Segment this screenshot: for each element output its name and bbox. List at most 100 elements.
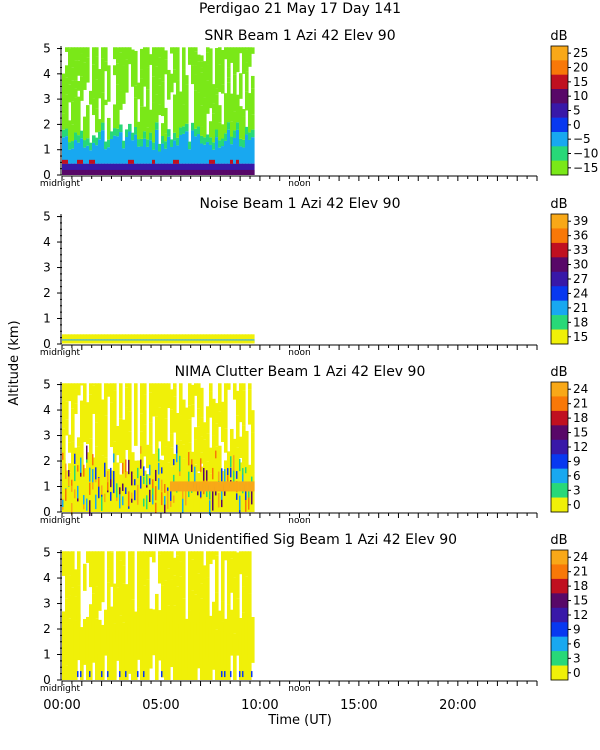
heat-cell <box>244 484 247 501</box>
heat-cell <box>226 129 231 164</box>
heat-cell <box>79 340 84 344</box>
heat-cell <box>166 129 171 137</box>
heat-cell <box>139 146 144 164</box>
panel-title: SNR Beam 1 Azi 42 Elev 90 <box>204 28 395 44</box>
colorbar-swatch <box>551 382 568 397</box>
heat-cell <box>100 624 105 671</box>
heat-cell <box>97 383 102 405</box>
heat-cell <box>82 563 87 591</box>
heat-cell <box>163 163 168 175</box>
heat-cell <box>67 47 72 49</box>
heat-cell <box>76 446 81 471</box>
heat-cell <box>199 105 204 127</box>
heat-cell <box>62 73 66 114</box>
heat-cell <box>106 568 111 583</box>
heat-cell <box>76 47 81 48</box>
colorbar-swatch <box>551 214 568 229</box>
heat-cell <box>148 622 153 669</box>
heat-cell <box>130 132 135 141</box>
heat-cell <box>223 163 228 175</box>
heat-cell <box>181 334 186 340</box>
heat-cell <box>187 47 192 60</box>
heat-cell <box>241 468 244 475</box>
heat-cell <box>208 500 211 516</box>
heat-cell <box>130 556 135 600</box>
heat-cell <box>172 340 177 344</box>
heat-cell <box>130 159 135 164</box>
heat-cell <box>127 131 132 164</box>
heat-cell <box>112 441 117 468</box>
heat-cell <box>214 450 217 459</box>
heat-cell <box>190 130 195 164</box>
heat-cell <box>62 611 66 658</box>
heat-cell <box>193 47 198 52</box>
heat-cell <box>169 163 174 175</box>
heat-cell <box>67 472 72 512</box>
heat-cell <box>94 163 99 175</box>
colorbar-tick-label: 21 <box>573 301 588 315</box>
heat-cell <box>181 69 186 105</box>
colorbar-tick-label: 33 <box>573 243 588 257</box>
colorbar-swatch <box>551 483 568 498</box>
heat-cell <box>109 383 114 403</box>
heat-cell <box>79 169 84 175</box>
heat-cell <box>250 334 255 340</box>
heat-cell <box>157 478 160 490</box>
heat-cell <box>82 495 85 505</box>
heat-cell <box>235 94 240 123</box>
y-axis-label: Altitude (km) <box>7 320 22 405</box>
y-tick-label: 4 <box>43 403 51 417</box>
heat-cell <box>62 113 66 130</box>
colorbar-swatch <box>551 228 568 244</box>
heat-cell <box>106 383 111 397</box>
heat-cell <box>172 557 177 576</box>
heat-cell <box>157 78 162 86</box>
heat-cell <box>91 169 96 175</box>
heat-cell <box>199 135 204 144</box>
panel-title: Noise Beam 1 Azi 42 Elev 90 <box>200 196 401 212</box>
heat-cell <box>196 54 201 62</box>
heat-cell <box>226 169 231 175</box>
heat-cell <box>106 551 111 569</box>
heat-cell <box>214 340 219 344</box>
heat-cell <box>145 340 150 344</box>
heat-cell <box>187 149 192 164</box>
heat-cell <box>94 340 99 344</box>
heat-cell <box>133 340 138 344</box>
x-label-noon: noon <box>288 516 310 526</box>
heat-cell <box>148 608 153 627</box>
heat-cell <box>241 481 246 492</box>
colorbar-tick-label: 24 <box>573 286 588 300</box>
heat-cell <box>160 414 165 456</box>
heat-cell <box>97 119 102 132</box>
colorbar-swatch <box>551 636 568 652</box>
heat-cell <box>142 47 147 87</box>
heat-cell <box>175 555 180 587</box>
colorbar-tick-label: 24 <box>573 382 588 396</box>
heat-cell <box>112 340 117 344</box>
heat-cell <box>154 486 157 501</box>
heat-cell <box>244 126 249 135</box>
heat-cell <box>214 403 219 424</box>
heat-cell <box>82 47 87 63</box>
heat-cell <box>124 334 129 340</box>
heat-cell <box>112 65 117 76</box>
heat-cell <box>112 334 117 340</box>
heat-cell <box>115 483 118 498</box>
heat-cell <box>244 551 249 577</box>
heat-cell <box>181 133 186 164</box>
heat-cell <box>70 148 75 164</box>
heat-cell <box>148 464 151 476</box>
y-tick-label: 2 <box>43 454 51 468</box>
heat-cell <box>235 598 240 618</box>
heat-cell <box>172 47 177 70</box>
heat-cell <box>148 54 153 65</box>
heat-cell <box>85 47 90 58</box>
heat-cell <box>82 62 87 90</box>
heat-cell <box>106 139 111 148</box>
colorbar-tick-label: 3 <box>573 483 581 497</box>
heat-cell <box>190 622 195 669</box>
heat-cell <box>217 481 222 492</box>
heat-cell <box>184 334 189 340</box>
heat-cell <box>100 490 103 502</box>
